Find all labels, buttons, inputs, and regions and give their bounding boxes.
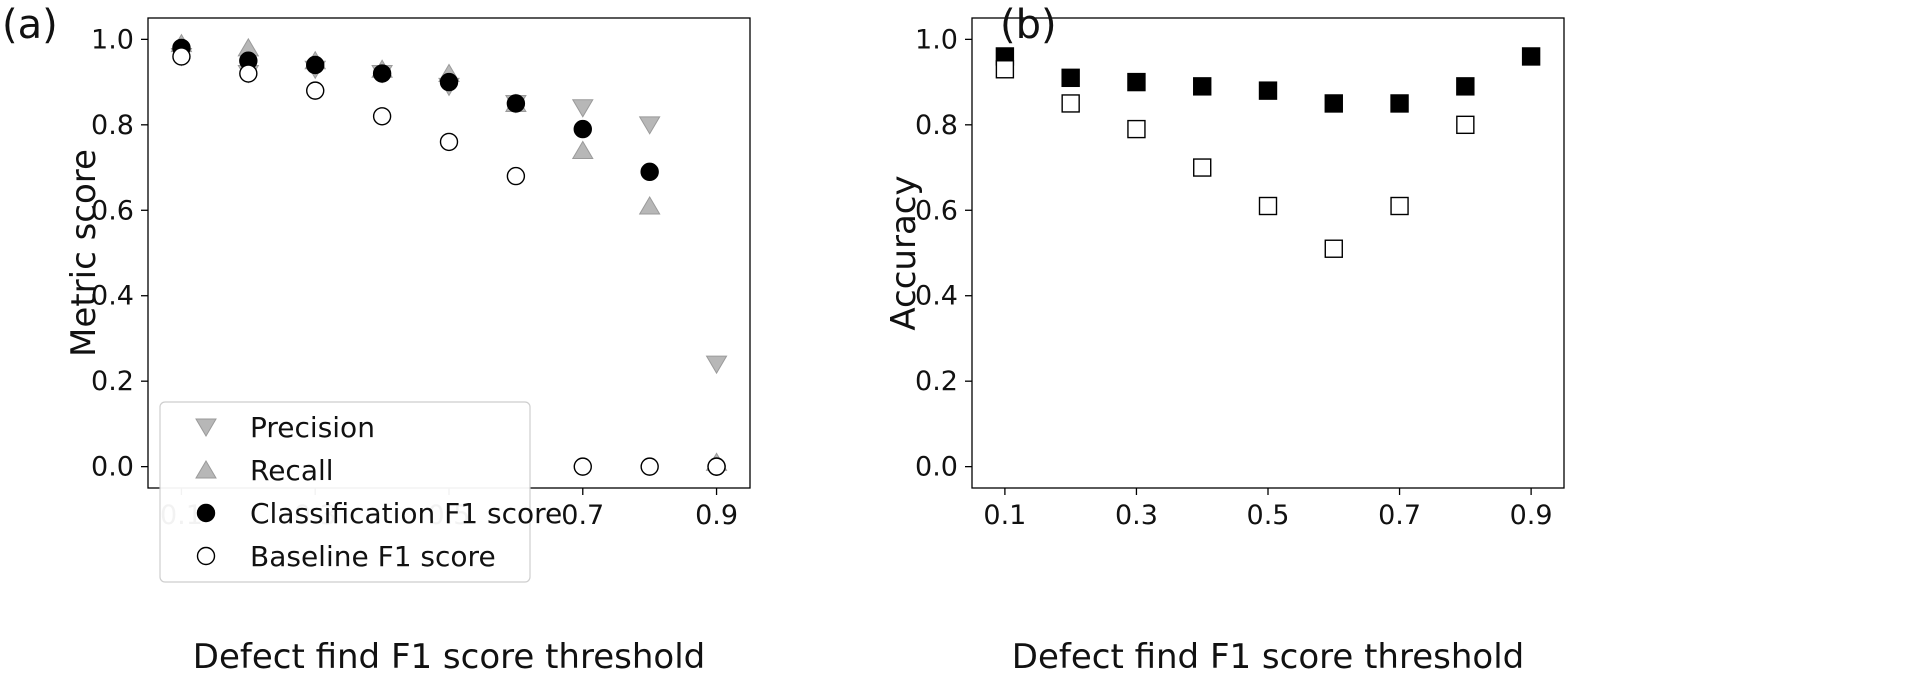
x-tick-label: 0.5 xyxy=(1247,500,1290,531)
x-tick-label: 0.3 xyxy=(1115,500,1158,531)
y-tick-label: 1.0 xyxy=(91,24,134,55)
data-point xyxy=(1324,94,1343,113)
data-point xyxy=(1193,158,1212,177)
series-b-0 xyxy=(995,47,1541,113)
data-point xyxy=(506,94,526,113)
panel-b: 0.1 0.3 0.5 0.7 0.9 0.0 0.2 0.4 0.6 0.8 1.0 Defect … xyxy=(884,2,1565,675)
data-point xyxy=(1456,115,1475,135)
data-point xyxy=(306,55,325,75)
legend: Precision Recall Classification F1 score Ba… xyxy=(159,401,562,583)
legend-marker xyxy=(195,460,217,479)
legend-marker xyxy=(196,546,216,566)
data-point xyxy=(439,72,459,92)
x-axis-label: Defect find F1 score threshold xyxy=(1012,637,1524,675)
x-axis-label: Defect find F1 score threshold xyxy=(193,637,705,675)
legend-entry: Precision xyxy=(250,411,375,444)
x-tick-label: 0.9 xyxy=(695,500,738,531)
data-point xyxy=(573,457,592,476)
legend-entry: Classification F1 score xyxy=(250,497,562,530)
legend-entry: Recall xyxy=(250,454,334,487)
data-point xyxy=(995,60,1015,79)
data-point xyxy=(1127,119,1146,139)
data-point xyxy=(1061,94,1080,113)
data-point xyxy=(640,457,659,476)
data-point xyxy=(571,99,594,118)
data-point xyxy=(306,81,325,100)
y-tick-label: 0.6 xyxy=(915,195,958,226)
data-point xyxy=(705,355,728,375)
series-baseline-f1-score xyxy=(172,47,726,476)
data-point xyxy=(1456,77,1475,96)
data-point xyxy=(1127,72,1146,92)
legend-frame xyxy=(159,401,531,583)
data-point xyxy=(707,457,726,476)
data-point xyxy=(638,116,661,135)
y-axis-label: Metric score xyxy=(64,149,104,357)
y-tick-label: 1.0 xyxy=(915,24,958,55)
panel-label: (b) xyxy=(1000,2,1057,48)
y-tick-label: 0.6 xyxy=(91,195,134,226)
legend-entry: Baseline F1 score xyxy=(250,540,496,573)
panel-a: 0.10.30.50.70.90.00.20.40.60.81.0Defect … xyxy=(2,2,751,675)
y-tick-label: 0.0 xyxy=(915,452,958,483)
x-tick-label: 0.7 xyxy=(1378,500,1421,531)
data-point xyxy=(172,47,191,66)
data-point xyxy=(573,119,592,139)
data-point xyxy=(506,166,526,186)
data-point xyxy=(571,140,594,159)
y-tick-label: 0.4 xyxy=(91,281,134,312)
series-b-1 xyxy=(995,60,1475,258)
x-tick-label: 0.9 xyxy=(1510,500,1553,531)
data-point xyxy=(640,162,659,182)
x-tick-label: 0.1 xyxy=(983,500,1026,531)
y-tick-label: 0.4 xyxy=(915,281,958,312)
legend-marker xyxy=(195,418,217,437)
data-point xyxy=(372,107,392,126)
data-point xyxy=(1258,196,1278,216)
data-point xyxy=(1061,68,1080,88)
y-axis-label: Accuracy xyxy=(884,175,924,330)
data-point xyxy=(1390,94,1409,113)
legend-marker xyxy=(196,503,216,523)
data-point xyxy=(1521,47,1541,66)
x-tick-label: 0.7 xyxy=(561,500,604,531)
data-point xyxy=(439,132,459,152)
data-point xyxy=(1193,77,1212,96)
y-tick-label: 0.8 xyxy=(915,110,958,141)
data-point xyxy=(239,64,258,83)
panel-label: (a) xyxy=(2,2,58,48)
data-point xyxy=(1390,196,1409,216)
y-tick-label: 0.8 xyxy=(91,110,134,141)
data-point xyxy=(1258,81,1278,100)
data-point xyxy=(372,64,392,83)
data-point xyxy=(638,196,661,215)
data-point xyxy=(1324,239,1343,258)
y-tick-label: 0.2 xyxy=(91,366,134,397)
y-tick-label: 0.2 xyxy=(915,366,958,397)
y-tick-label: 0.0 xyxy=(91,452,134,483)
